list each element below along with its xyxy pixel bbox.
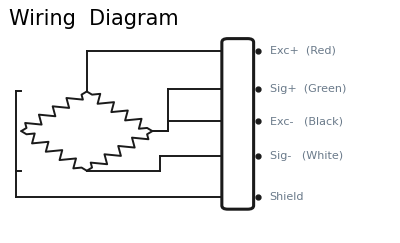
- FancyBboxPatch shape: [222, 39, 254, 209]
- Text: Exc+  (Red): Exc+ (Red): [270, 46, 335, 56]
- Text: Exc-   (Black): Exc- (Black): [270, 116, 342, 127]
- Text: Shield: Shield: [270, 192, 304, 202]
- Text: Sig+  (Green): Sig+ (Green): [270, 84, 346, 94]
- Text: Sig-   (White): Sig- (White): [270, 151, 343, 161]
- Text: Wiring  Diagram: Wiring Diagram: [9, 9, 179, 29]
